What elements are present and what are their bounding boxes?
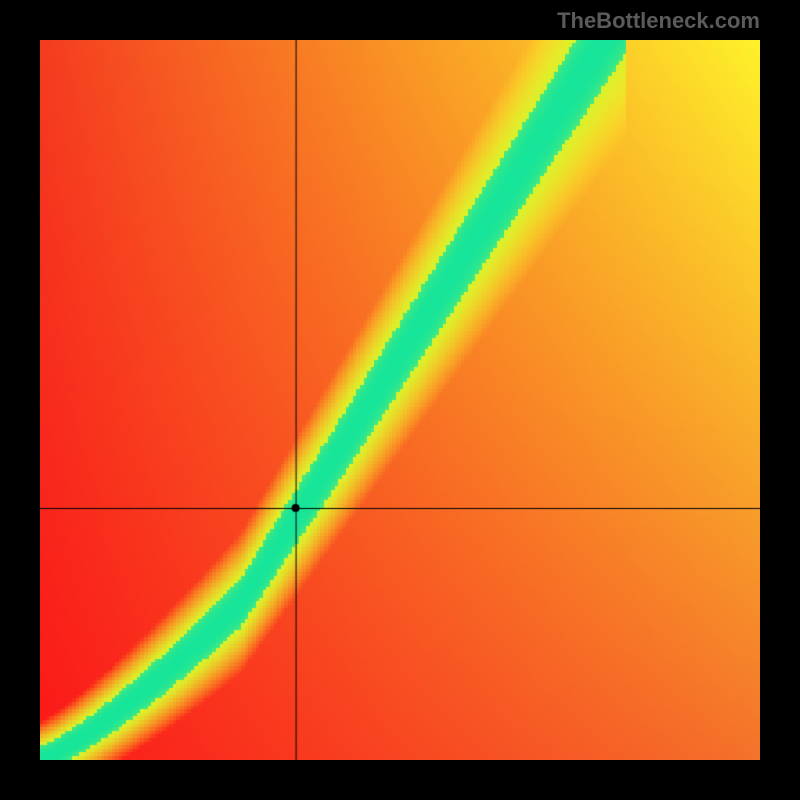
heatmap-canvas: [40, 40, 760, 760]
heatmap-chart: [40, 40, 760, 760]
watermark-text: TheBottleneck.com: [557, 8, 760, 34]
